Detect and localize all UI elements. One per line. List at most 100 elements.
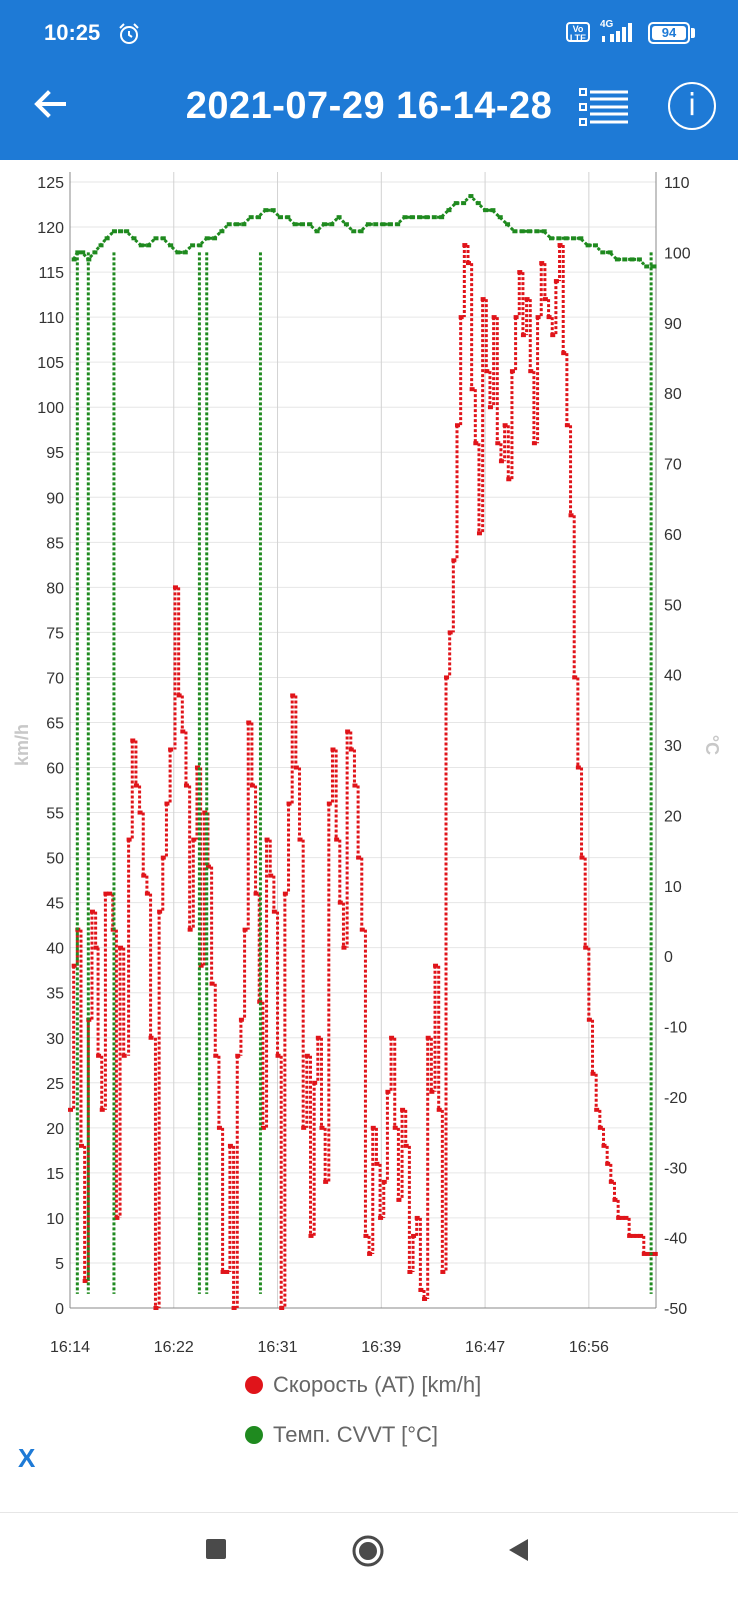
y-tick-label-right: 80 — [664, 386, 682, 403]
speed-point — [407, 1269, 413, 1274]
speed-point — [520, 333, 526, 338]
speed-point — [315, 1035, 321, 1040]
speed-point — [168, 747, 174, 752]
temp-point — [578, 236, 584, 241]
y-tick-label-left: 80 — [46, 580, 64, 597]
speed-point — [564, 423, 570, 428]
speed-point — [623, 1215, 629, 1220]
chart-container: 0 5 10 15 20 25 30 35 40 45 50 55 60 65 70 75 80 85 90 95 10… — [0, 160, 738, 1500]
back-nav-icon[interactable] — [506, 1537, 530, 1563]
temp-point — [607, 250, 613, 255]
speed-point — [436, 1107, 442, 1112]
temp-point — [80, 250, 86, 255]
speed-point — [462, 243, 468, 248]
y-tick-label-left: 95 — [46, 445, 64, 462]
speed-point — [506, 477, 512, 482]
y-tick-label-left: 70 — [46, 670, 64, 687]
x-button[interactable]: X — [18, 1443, 36, 1473]
y-tick-label-left: 75 — [46, 625, 64, 642]
speed-point — [246, 720, 252, 725]
speed-point — [389, 1035, 395, 1040]
speed-point — [385, 1089, 391, 1094]
speed-point — [334, 837, 340, 842]
legend-speed-label: Скорость (AT) [km/h] — [273, 1372, 482, 1397]
y-tick-label-right: -10 — [664, 1020, 687, 1037]
temp-point — [614, 257, 620, 262]
speed-point — [282, 891, 288, 896]
battery-fill — [652, 26, 686, 40]
y-tick-label-left: 115 — [38, 265, 64, 282]
speed-point — [93, 945, 99, 950]
speed-point — [627, 1233, 633, 1238]
speed-point — [363, 1233, 369, 1238]
speed-point — [487, 405, 493, 410]
recents-icon[interactable] — [204, 1537, 228, 1561]
speed-point — [348, 747, 354, 752]
speed-point — [374, 1161, 380, 1166]
speed-point — [458, 315, 464, 320]
y-tick-label-right: 110 — [664, 175, 690, 192]
y-tick-label-right: 40 — [664, 668, 682, 685]
y-tick-label-left: 120 — [37, 220, 64, 237]
temp-point — [585, 243, 591, 248]
speed-point — [422, 1296, 428, 1301]
temp-point — [541, 229, 547, 234]
speed-point — [400, 1107, 406, 1112]
speed-point — [630, 1233, 636, 1238]
y-tick-label-left: 100 — [37, 400, 64, 417]
speed-point — [370, 1125, 376, 1130]
back-arrow-icon[interactable] — [28, 82, 72, 126]
speed-point — [235, 1053, 241, 1058]
speed-point — [429, 1089, 435, 1094]
speed-point — [528, 369, 534, 374]
y-axis-label-left: km/h — [12, 724, 32, 766]
y-tick-label-right: -50 — [664, 1301, 687, 1318]
speed-point — [326, 801, 332, 806]
info-icon[interactable]: i — [668, 82, 716, 130]
speed-point — [323, 1179, 329, 1184]
y-tick-label-right: 60 — [664, 527, 682, 544]
list-icon[interactable] — [578, 86, 630, 128]
battery-icon: 94 — [648, 22, 690, 44]
speed-point — [157, 909, 163, 914]
speed-point — [89, 909, 95, 914]
legend-temp-label: Темп. CVVT [°C] — [273, 1422, 438, 1447]
app-bar: 10:25 Vo LTE 4G 94 2021-07-29 16-14-28 — [0, 0, 738, 160]
speed-point — [498, 459, 504, 464]
speed-point — [260, 1125, 266, 1130]
y-tick-label-right: 100 — [664, 245, 691, 262]
temp-point — [424, 215, 430, 220]
speed-point — [480, 297, 486, 302]
speed-point — [433, 963, 439, 968]
y-tick-label-left: 10 — [46, 1211, 64, 1228]
speed-point — [542, 297, 548, 302]
y-tick-label-left: 125 — [37, 175, 64, 192]
speed-point — [641, 1251, 647, 1256]
speed-point — [550, 333, 556, 338]
y-tick-label-left: 85 — [46, 535, 64, 552]
speed-point — [411, 1233, 417, 1238]
speed-point — [194, 765, 200, 770]
speed-point — [447, 630, 453, 635]
y-tick-label-left: 105 — [37, 355, 64, 372]
speed-point — [414, 1215, 420, 1220]
speed-point — [82, 1278, 88, 1283]
y-tick-label-left: 20 — [46, 1121, 64, 1138]
volte-badge: Vo LTE — [566, 22, 590, 43]
speed-point — [367, 1251, 373, 1256]
speed-point — [144, 891, 150, 896]
temp-point — [263, 208, 269, 213]
home-icon[interactable] — [351, 1534, 385, 1568]
speed-point — [164, 801, 170, 806]
speed-point — [293, 765, 299, 770]
speed-point — [198, 963, 204, 968]
speed-point — [160, 855, 166, 860]
speed-point — [575, 765, 581, 770]
status-time: 10:25 — [44, 20, 101, 45]
system-nav-bar — [0, 1512, 738, 1601]
speed-point — [319, 1125, 325, 1130]
y-tick-label-right: 0 — [664, 949, 673, 966]
speed-point — [594, 1107, 600, 1112]
speed-point — [524, 297, 530, 302]
y-tick-label-left: 110 — [38, 310, 64, 327]
